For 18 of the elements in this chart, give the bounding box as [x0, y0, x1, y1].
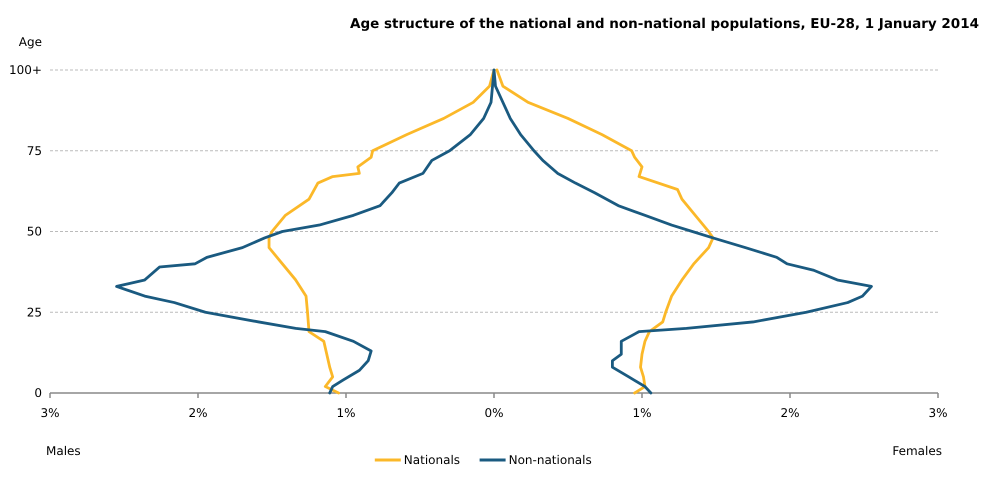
chart-title: Age structure of the national and non-national populations, EU-28, 1 January 2014: [350, 16, 979, 32]
x-tick-label: 1%: [336, 406, 356, 420]
x-tick-label: 2%: [780, 406, 800, 420]
x-tick-label: 3%: [40, 406, 60, 420]
y-tick-label: 25: [26, 305, 42, 320]
y-tick-label: 100+: [9, 63, 42, 78]
x-tick-label: 1%: [632, 406, 652, 420]
axis-title: Age: [18, 35, 42, 49]
x-tick-label: 3%: [928, 406, 948, 420]
legend-label: Nationals: [404, 453, 460, 467]
y-tick-label: 0: [34, 386, 42, 400]
x-tick-label: 2%: [188, 406, 208, 420]
y-tick-label: 75: [26, 144, 42, 158]
y-tick-label: 50: [26, 224, 42, 239]
text: Females: [892, 444, 942, 458]
x-tick-label: 0%: [484, 406, 504, 420]
text: Males: [46, 444, 81, 458]
legend-label: Non-nationals: [508, 453, 592, 467]
